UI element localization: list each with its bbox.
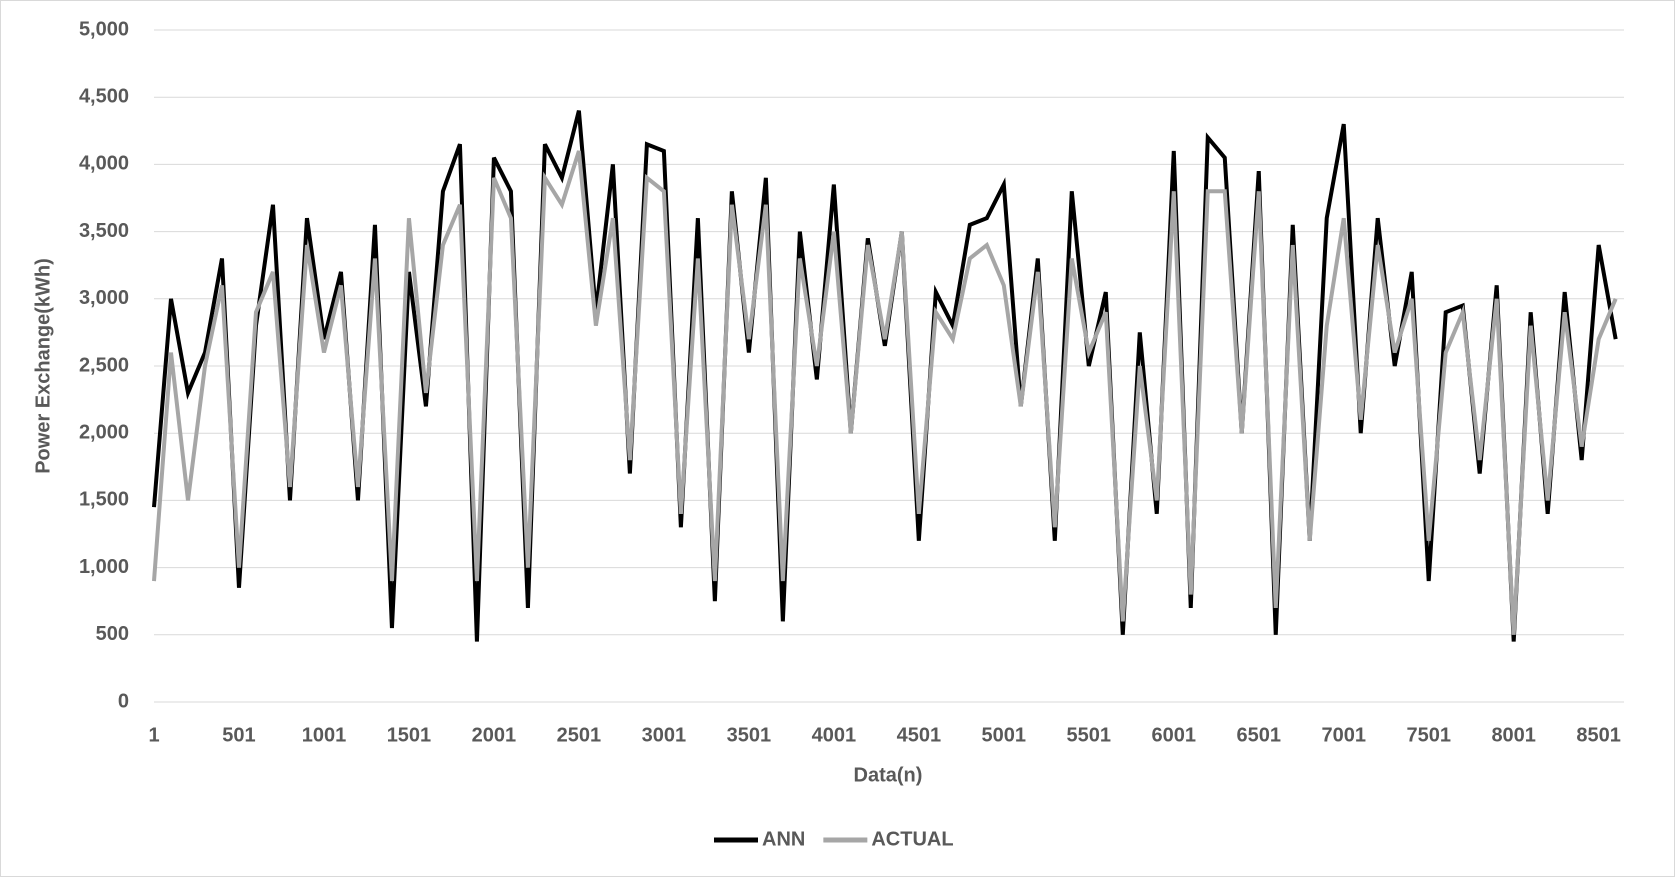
- x-tick-label: 8501: [1576, 724, 1621, 746]
- x-tick-label: 4501: [897, 724, 942, 746]
- x-tick-label: 1001: [302, 724, 347, 746]
- y-tick-label: 500: [96, 623, 129, 645]
- legend-label: ANN: [762, 828, 805, 850]
- y-tick-label: 3,500: [79, 220, 129, 242]
- y-tick-label: 4,000: [79, 153, 129, 175]
- y-tick-label: 2,500: [79, 354, 129, 376]
- y-tick-label: 4,500: [79, 85, 129, 107]
- x-tick-label: 2001: [472, 724, 517, 746]
- y-axis-label: Power Exchange(kWh): [32, 258, 54, 474]
- x-tick-label: 4001: [812, 724, 857, 746]
- x-tick-label: 5501: [1067, 724, 1112, 746]
- x-tick-label: 1501: [387, 724, 432, 746]
- x-tick-label: 3001: [642, 724, 687, 746]
- x-tick-label: 8001: [1491, 724, 1536, 746]
- y-tick-label: 1,500: [79, 489, 129, 511]
- legend-label: ACTUAL: [871, 828, 953, 850]
- x-tick-label: 501: [222, 724, 255, 746]
- x-tick-label: 7001: [1321, 724, 1366, 746]
- x-tick-label: 2501: [557, 724, 602, 746]
- x-tick-label: 1: [148, 724, 159, 746]
- series-line: [152, 150, 1618, 635]
- x-tick-label: 6501: [1237, 724, 1282, 746]
- x-tick-label: 7501: [1406, 724, 1451, 746]
- x-tick-label: 5001: [982, 724, 1027, 746]
- y-tick-label: 2,000: [79, 421, 129, 443]
- y-tick-label: 5,000: [79, 18, 129, 40]
- x-tick-label: 3501: [727, 724, 772, 746]
- y-tick-label: 3,000: [79, 287, 129, 309]
- y-tick-label: 1,000: [79, 556, 129, 578]
- x-axis-label: Data(n): [854, 764, 923, 786]
- x-tick-label: 6001: [1152, 724, 1197, 746]
- y-tick-label: 0: [118, 690, 129, 712]
